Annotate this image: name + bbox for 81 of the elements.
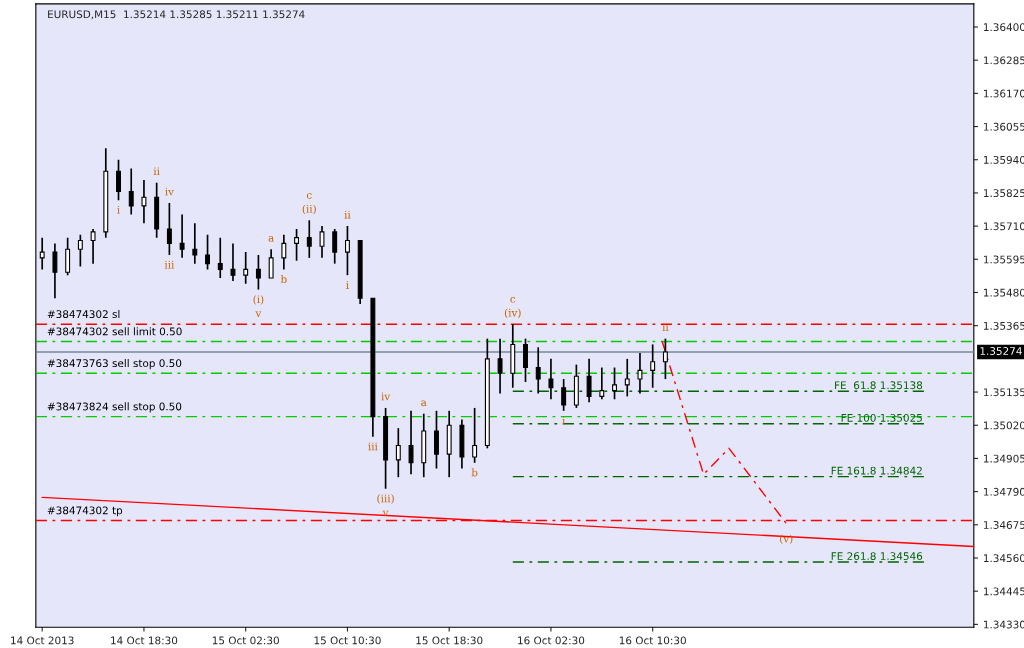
candlestick xyxy=(561,378,567,412)
ref-line-label: 1.35274 xyxy=(980,347,1022,355)
annotation: b xyxy=(471,468,478,477)
candlestick xyxy=(662,337,668,380)
candlestick xyxy=(192,222,198,265)
candlestick xyxy=(599,366,605,401)
candlestick xyxy=(612,366,617,401)
candlestick xyxy=(65,236,71,277)
candlestick xyxy=(230,242,236,282)
candlestick xyxy=(243,251,249,285)
x-tick-label: 16 Oct 10:30 xyxy=(619,636,686,645)
candlestick xyxy=(535,346,541,395)
annotation: v xyxy=(255,311,262,317)
ref-line-label: #38474302 sell limit 0.50 xyxy=(47,327,182,336)
text: EURUSD,M15 1.35214 1.35285 1.35211 1.35274 xyxy=(48,10,305,20)
annotation: (v) xyxy=(780,534,793,545)
candlestick xyxy=(650,343,656,389)
ref-line-label: #38474302 tp xyxy=(47,506,123,517)
candlestick xyxy=(268,248,274,279)
series-label: FE 61.8 1.35138 xyxy=(835,381,923,390)
candlestick xyxy=(637,352,643,395)
series-label: FE 261.8 1.34546 xyxy=(831,552,923,561)
annotation: i xyxy=(562,416,566,425)
candlestick xyxy=(434,409,439,470)
candlestick xyxy=(408,409,414,476)
candlestick xyxy=(395,427,401,479)
candlestick xyxy=(586,358,592,403)
candlestick xyxy=(166,202,172,256)
candlestick xyxy=(472,407,478,464)
ref-line-label: #38473763 sell stop 0.50 xyxy=(47,359,182,370)
x-tick-label: 14 Oct 18:30 xyxy=(111,636,178,645)
candlestick xyxy=(523,337,528,383)
candlestick xyxy=(52,242,58,300)
annotation: c xyxy=(306,193,312,199)
annotation: (iv) xyxy=(504,308,521,319)
candlestick xyxy=(344,225,350,277)
annotation: c xyxy=(510,297,516,303)
candlestick xyxy=(141,179,147,225)
series-label: FE 161.8 1.34842 xyxy=(831,466,922,475)
x-tick-label: 15 Oct 02:30 xyxy=(212,636,279,645)
candlestick xyxy=(306,219,312,259)
candlestick xyxy=(294,228,300,262)
candlestick xyxy=(255,254,261,291)
candlestick xyxy=(332,228,338,265)
annotation: (ii) xyxy=(302,204,316,215)
ref-line-label: #38474302 sl xyxy=(47,309,120,319)
annotation: iv xyxy=(165,187,174,196)
candlestick xyxy=(281,233,287,271)
x-tick-label: 16 Oct 02:30 xyxy=(518,636,585,645)
annotation: ii xyxy=(153,167,160,176)
candlestick xyxy=(77,233,83,268)
x-tick-label: 15 Oct 18:30 xyxy=(416,636,483,645)
x-tick-label: 15 Oct 10:30 xyxy=(314,636,381,645)
annotation: i xyxy=(346,280,349,289)
candlestick xyxy=(624,358,630,398)
candlestick xyxy=(497,337,503,395)
series-label: FE 100 1.35025 xyxy=(841,413,922,422)
candlestick xyxy=(39,236,45,271)
candlestick xyxy=(128,167,134,216)
annotation: (i) xyxy=(253,295,264,305)
candlestick xyxy=(319,225,325,259)
annotation: iii xyxy=(164,260,175,269)
annotation: v xyxy=(382,510,389,517)
ref-line-label: #38473824 sell stop 0.50 xyxy=(47,402,182,413)
annotation: a xyxy=(268,235,274,242)
candlestick xyxy=(217,236,223,279)
candlestick xyxy=(116,158,121,201)
candlestick xyxy=(90,228,96,265)
annotation: ii xyxy=(344,210,351,219)
annotation: ii xyxy=(662,323,669,331)
x-tick-label: 14 Oct 2013 xyxy=(11,636,74,645)
candlestick xyxy=(179,213,185,259)
annotation: iv xyxy=(381,392,391,401)
line-series xyxy=(661,340,787,525)
candlestick xyxy=(205,233,211,271)
candlestick xyxy=(548,358,554,401)
annotation: iii xyxy=(368,442,378,451)
annotation: a xyxy=(421,400,427,407)
annotation: i xyxy=(117,205,120,214)
annotation: (iii) xyxy=(377,494,394,504)
annotation: b xyxy=(280,274,287,284)
